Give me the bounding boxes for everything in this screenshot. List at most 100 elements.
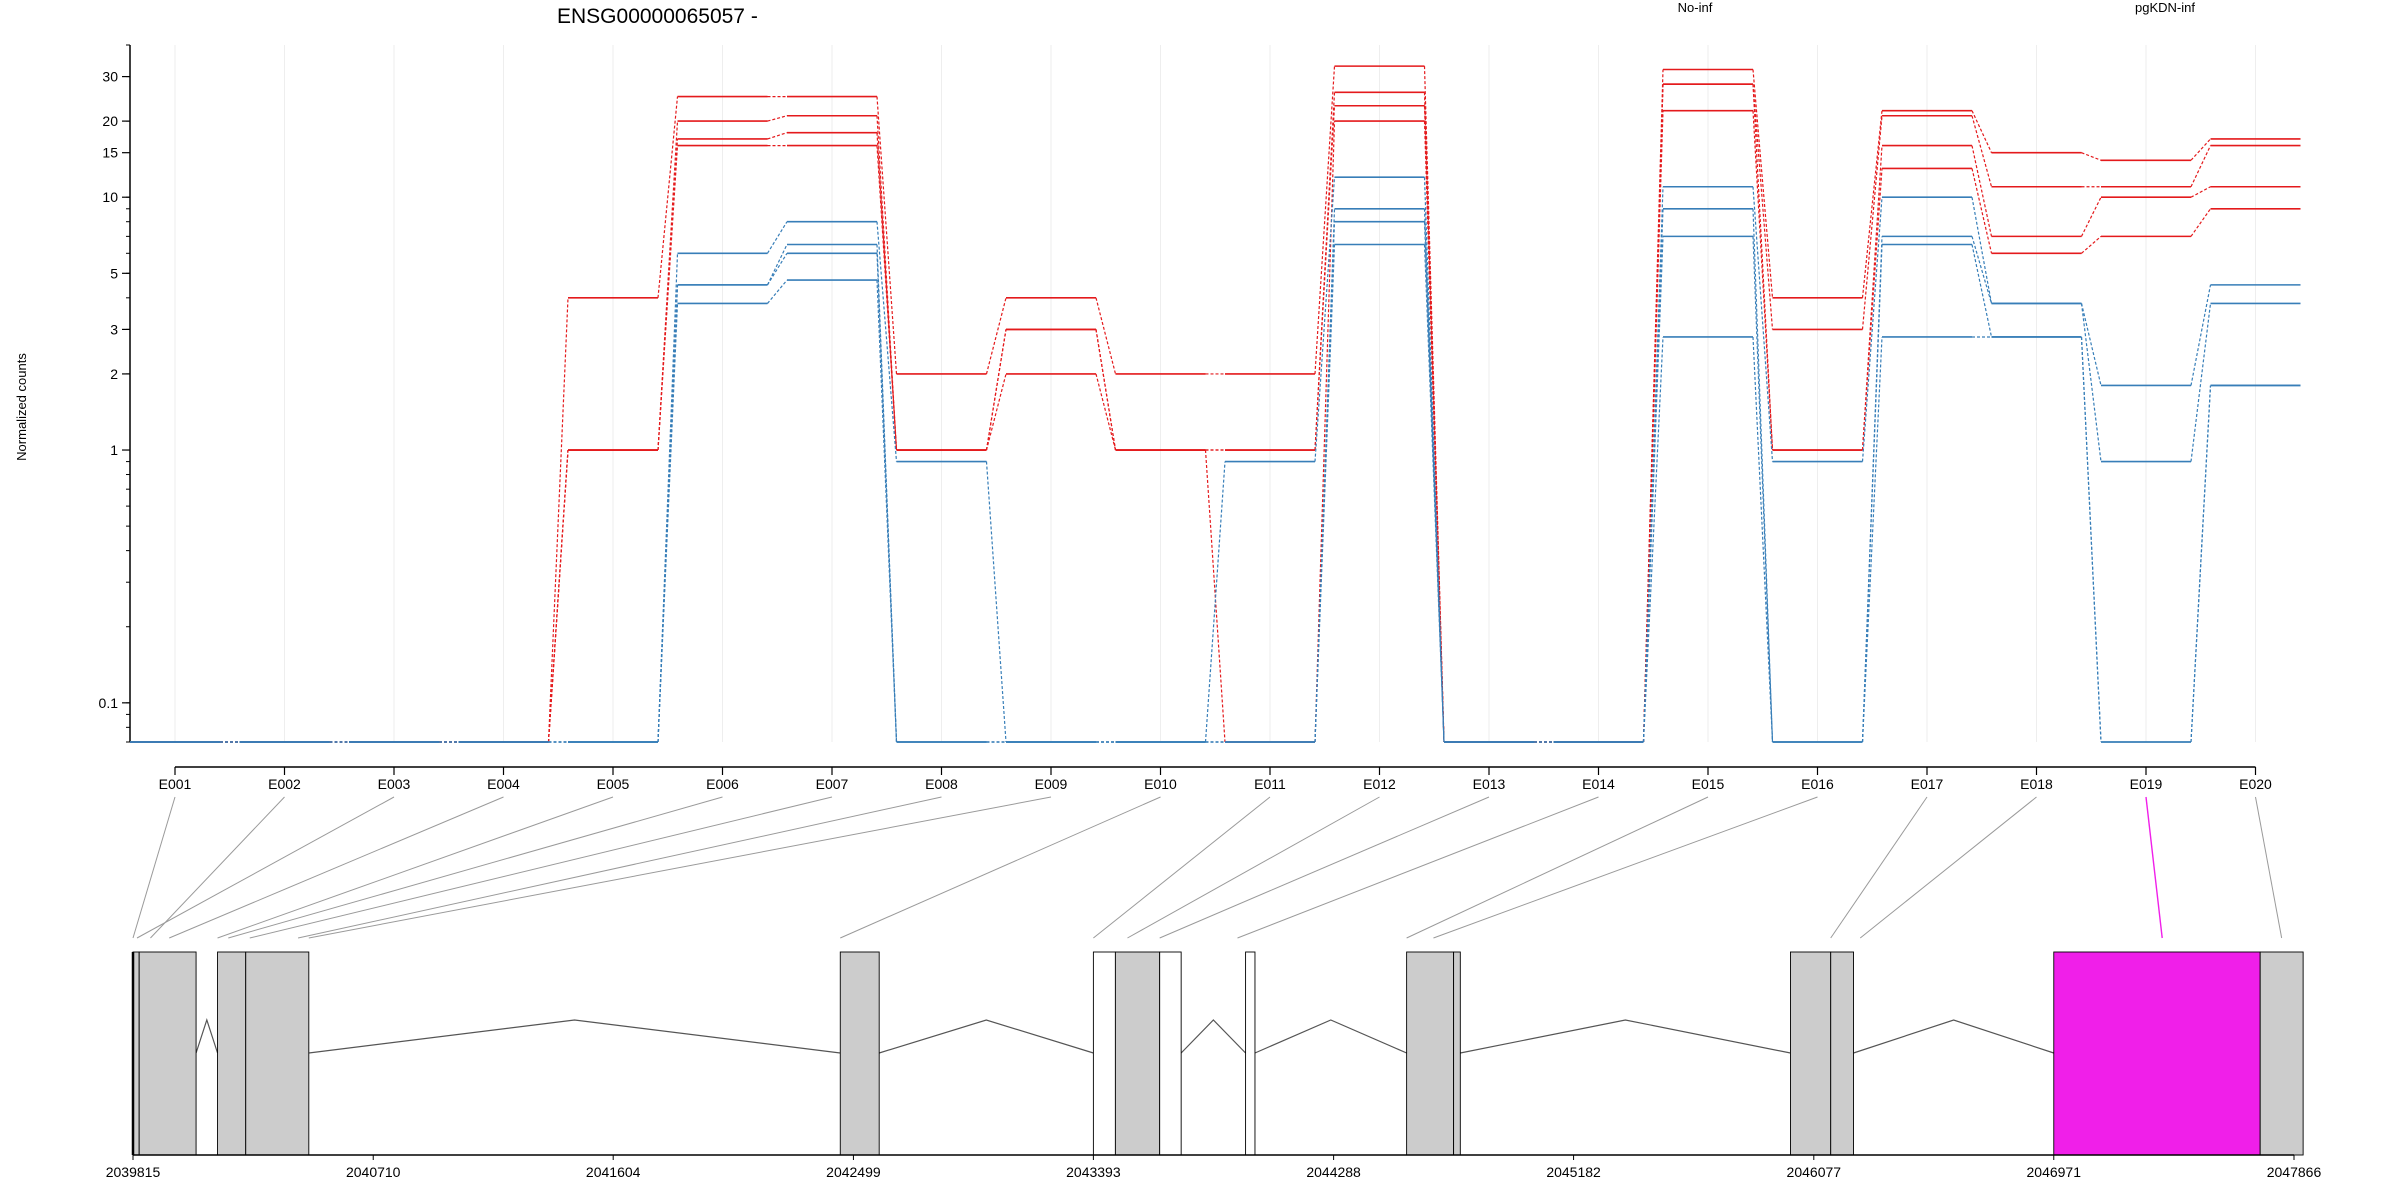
x-tick-label-e008: E008 (925, 776, 958, 792)
exon-connector (2190, 145, 2212, 188)
genomic-tick-label: 2045182 (1546, 1164, 1601, 1180)
x-tick-label-e013: E013 (1473, 776, 1506, 792)
y-tick-label: 3 (110, 321, 118, 337)
x-tick-label-e014: E014 (1582, 776, 1615, 792)
exon-connector (1314, 105, 1336, 451)
exon-connector (2081, 235, 2102, 254)
y-axis-label: Normalized counts (14, 353, 29, 461)
exon-connector (1971, 115, 1993, 187)
exon-connector (767, 115, 788, 122)
exon-connector (657, 284, 679, 743)
exon-connector (1314, 177, 1336, 462)
exon-connector (766, 244, 788, 286)
intron (1180, 1019, 1247, 1054)
exon-connector (2080, 196, 2102, 237)
x-tick-label-e001: E001 (159, 776, 192, 792)
exon-connector (985, 373, 1007, 451)
exon-connector (1642, 336, 1664, 743)
exon-connector (657, 303, 679, 743)
legend-label-no-inf: No-inf (1678, 0, 1713, 15)
exon-connector (657, 284, 679, 743)
x-tick-label-e018: E018 (2020, 776, 2053, 792)
intron (195, 1018, 219, 1054)
connector-e009 (308, 796, 1052, 939)
series-no-inf-4 (130, 109, 2301, 743)
connector-e013 (1159, 796, 1490, 939)
exon-connector (1861, 244, 1883, 743)
connector-e014 (1237, 796, 1599, 939)
genomic-tick-label: 2044288 (1306, 1164, 1361, 1180)
exon-connector (2080, 303, 2102, 462)
exon-block (1114, 951, 1161, 1156)
series-pgkdn-inf-8 (130, 243, 2301, 743)
x-tick-label-e002: E002 (268, 776, 301, 792)
exon-block (245, 951, 310, 1156)
exon-block (1790, 951, 1832, 1156)
exon-block (1159, 951, 1182, 1156)
intron (879, 1019, 1094, 1054)
exon-connector (1095, 329, 1117, 451)
x-tick-label-e011: E011 (1254, 776, 1286, 792)
exon-connector (1971, 145, 1993, 237)
connector-e015 (1406, 796, 1709, 939)
exon-connector (985, 297, 1007, 375)
y-tick-label: 2 (110, 366, 118, 382)
connector-e002 (150, 796, 285, 939)
exon-connector (1642, 110, 1664, 743)
genomic-axis: 2039815 2040710 2041604 2042499 2043393 20442… (106, 1154, 2321, 1180)
genomic-tick-label: 2039815 (106, 1164, 161, 1180)
exon-connector (1642, 236, 1664, 743)
x-axis: E001 E002 E003 E004 E005 E006 E007 E008 E009 E010… (159, 766, 2272, 792)
exon-connector (2190, 385, 2212, 743)
x-tick-label-e016: E016 (1801, 776, 1834, 792)
exon-connector (547, 297, 569, 743)
exon-connector (657, 96, 679, 298)
exon-connector (876, 280, 898, 743)
exon-connector (547, 449, 569, 743)
genomic-tick-label: 2046077 (1787, 1164, 1842, 1180)
x-tick-label-e005: E005 (597, 776, 630, 792)
exon-block (217, 951, 247, 1156)
y-axis: 0.1 1 2 3 5 10 15 20 30 (99, 44, 131, 743)
x-tick-label-e010: E010 (1144, 776, 1177, 792)
y-tick-label: 15 (102, 145, 118, 161)
intron (1460, 1019, 1791, 1054)
connector-e001 (132, 796, 176, 939)
exon-connector (1095, 373, 1117, 451)
exon-connector (1971, 110, 1993, 153)
exon-connector (1752, 110, 1774, 451)
exon-connector (1423, 66, 1445, 743)
exon-connector (1752, 236, 1774, 743)
exon-connector (2080, 336, 2102, 743)
exon-connector-lines (132, 796, 2283, 939)
x-tick-label-e017: E017 (1911, 776, 1944, 792)
exon-connector (2190, 208, 2211, 237)
exon-block (1406, 951, 1455, 1156)
genomic-tick-label: 2046971 (2027, 1164, 2082, 1180)
exon-connector (1752, 208, 1774, 743)
exon-block (2259, 951, 2304, 1156)
exon-connector (766, 221, 788, 254)
y-tick-label: 1 (110, 442, 118, 458)
intron (1254, 1019, 1407, 1054)
x-tick-label-e020: E020 (2239, 776, 2272, 792)
legend-label-pgkdn-inf: pgKDN-inf (2135, 0, 2195, 15)
y-tick-label: 20 (102, 113, 118, 129)
exon-connector (1861, 115, 1883, 330)
connector-e007 (249, 796, 833, 939)
exon-connector (767, 279, 788, 304)
exon-connector (1314, 244, 1336, 743)
series-layer (130, 65, 2301, 743)
exon-connector (985, 461, 1007, 743)
exon-block (1245, 951, 1256, 1156)
exon-connector (876, 96, 898, 374)
genomic-tick-label: 2043393 (1066, 1164, 1121, 1180)
exon-connector (2190, 284, 2212, 386)
exon-connector (1971, 197, 1993, 304)
series-pgkdn-inf-6 (130, 207, 2301, 743)
series-pgkdn-inf-7 (130, 220, 2301, 743)
exon-connector (1314, 66, 1336, 374)
genomic-tick-label: 2042499 (826, 1164, 881, 1180)
genomic-tick-label: 2040710 (346, 1164, 401, 1180)
